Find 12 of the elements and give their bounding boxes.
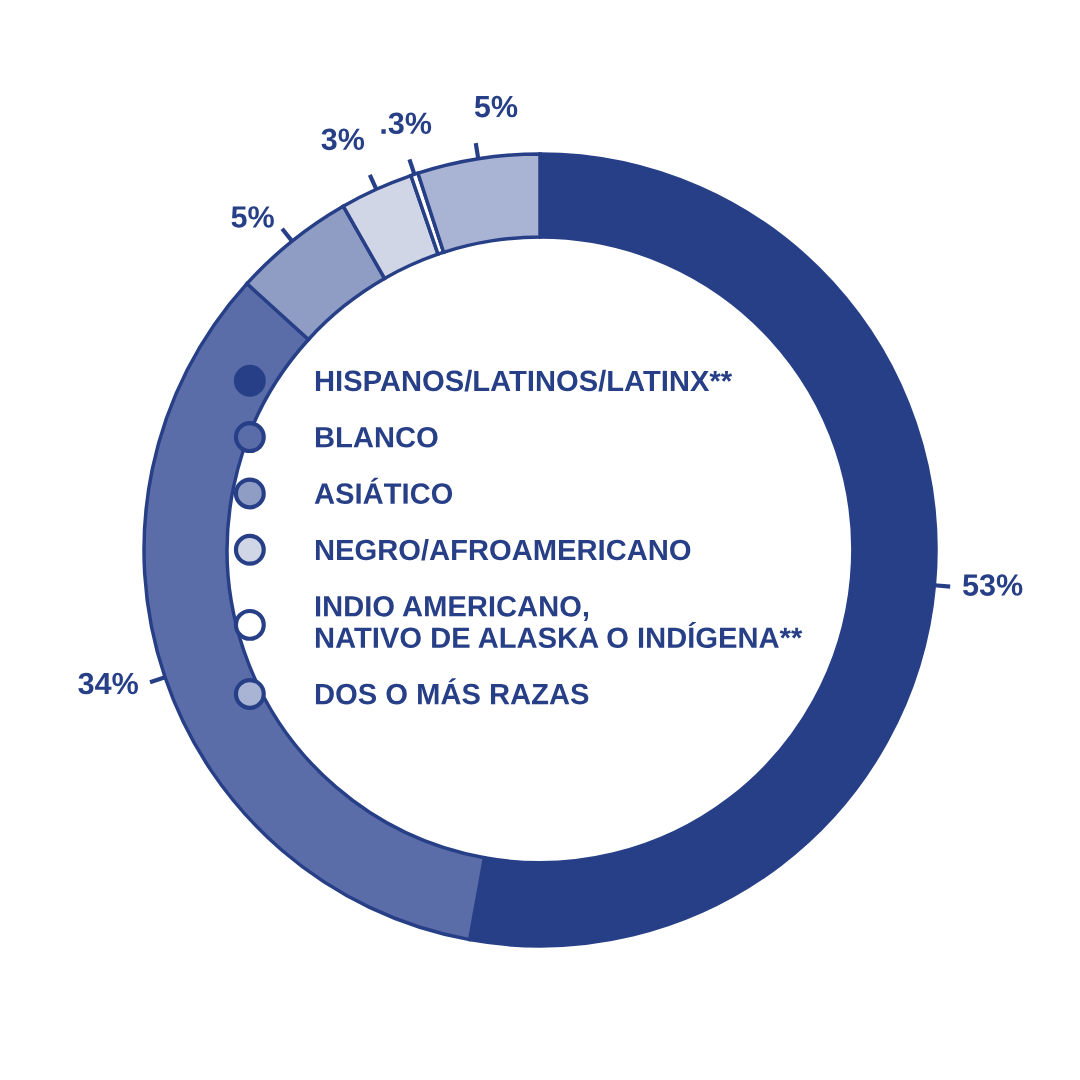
legend-label: NEGRO/AFROAMERICANO xyxy=(315,538,691,561)
legend-label: HISPANOS/LATINOS/LATINX** xyxy=(315,369,733,392)
data-label: .3% xyxy=(381,112,432,135)
data-label: 3% xyxy=(321,128,365,151)
legend-label: ASIÁTICO xyxy=(314,477,453,504)
data-label: 5% xyxy=(231,206,274,228)
data-label: 34% xyxy=(78,672,138,695)
legend-label: INDIO AMERICANO, NATIVO DE ALASKA O INDÍGENA** xyxy=(315,596,803,649)
legend-label: BLANCO xyxy=(315,426,438,448)
legend-label: DOS O MÁS RAZAS xyxy=(315,678,589,705)
data-label: 53% xyxy=(962,574,1023,596)
data-label: 5% xyxy=(474,95,518,118)
